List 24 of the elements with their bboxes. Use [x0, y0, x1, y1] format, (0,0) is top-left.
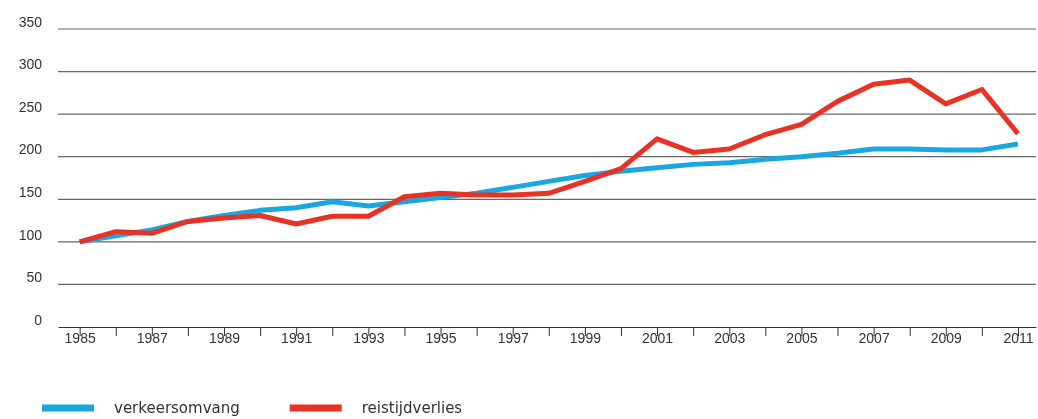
x-tick-label: 1991	[281, 330, 313, 347]
x-tick-label: 1987	[136, 330, 169, 347]
y-tick-label: 0	[34, 311, 43, 328]
y-tick-label: 150	[18, 183, 43, 200]
x-tick-label: 1985	[64, 330, 96, 347]
x-tick-label: 1999	[569, 330, 602, 347]
x-tick-label: 1989	[208, 330, 241, 347]
y-tick-label: 100	[18, 226, 43, 243]
x-tick-label: 2007	[858, 330, 890, 347]
x-tick-label: 2011	[1003, 330, 1034, 347]
y-tick-label: 250	[18, 98, 43, 115]
x-tick-label: 2003	[714, 330, 746, 347]
y-tick-label: 50	[26, 269, 43, 286]
x-tick-label: 1997	[497, 330, 529, 347]
x-tick-label: 2009	[930, 330, 963, 347]
y-tick-label: 300	[18, 56, 43, 73]
y-tick-label: 350	[18, 13, 43, 30]
x-tick-label: 1995	[425, 330, 457, 347]
x-tick-label: 2001	[641, 330, 674, 347]
x-tick-label: 2005	[786, 330, 818, 347]
y-tick-label: 200	[18, 141, 43, 158]
x-tick-label: 1993	[353, 330, 385, 347]
legend-label: verkeersomvang	[114, 399, 240, 417]
legend-label: reistijdverlies	[361, 399, 463, 417]
